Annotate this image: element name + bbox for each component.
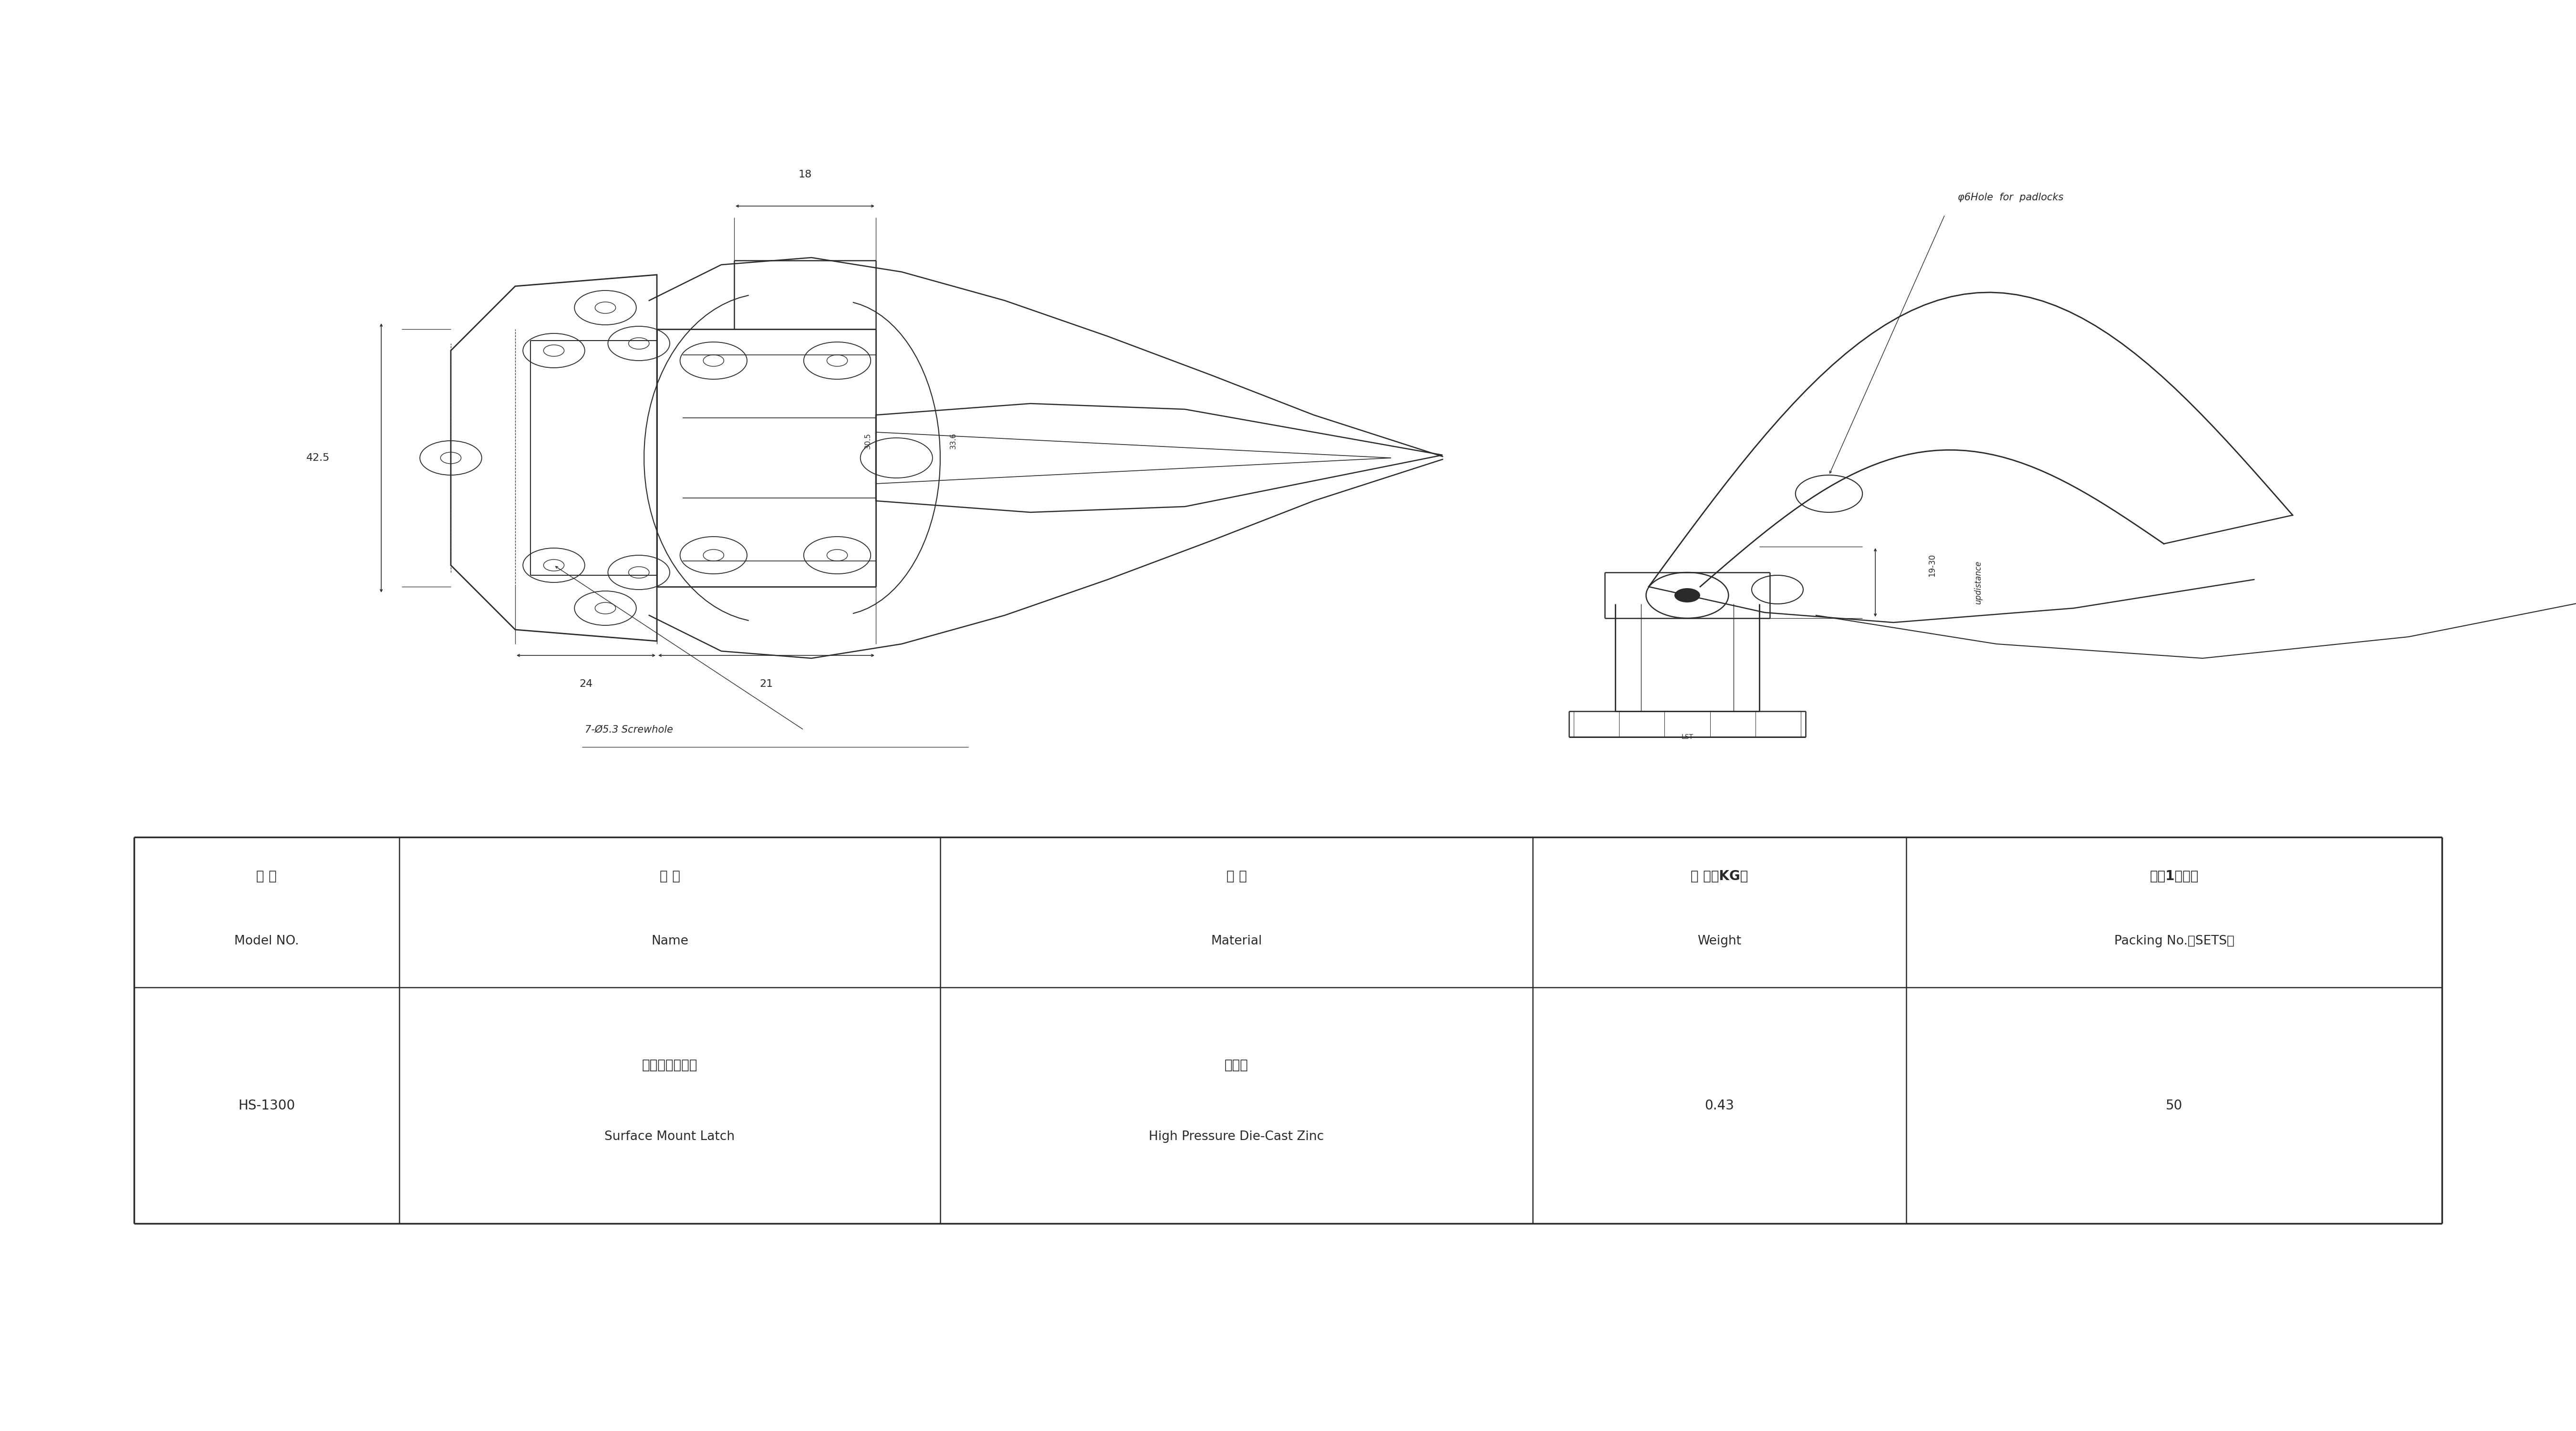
Text: Material: Material bbox=[1211, 934, 1262, 947]
Text: 50: 50 bbox=[2166, 1099, 2182, 1112]
Text: 33.6: 33.6 bbox=[951, 432, 956, 449]
Text: 编 号: 编 号 bbox=[258, 870, 276, 883]
Text: updistance: updistance bbox=[1973, 561, 1984, 604]
Text: Weight: Weight bbox=[1698, 934, 1741, 947]
Text: 19-30: 19-30 bbox=[1927, 554, 1937, 577]
Text: 21: 21 bbox=[760, 680, 773, 688]
Text: 材 料: 材 料 bbox=[1226, 870, 1247, 883]
Text: 30.5: 30.5 bbox=[866, 432, 871, 449]
Text: HS-1300: HS-1300 bbox=[237, 1099, 296, 1112]
Text: 装符1（套）: 装符1（套） bbox=[2151, 870, 2197, 883]
Text: 0.43: 0.43 bbox=[1705, 1099, 1734, 1112]
Text: LST: LST bbox=[1682, 734, 1692, 740]
Text: 42.5: 42.5 bbox=[307, 454, 330, 462]
Text: Model NO.: Model NO. bbox=[234, 934, 299, 947]
Text: Name: Name bbox=[652, 934, 688, 947]
Text: 名 称: 名 称 bbox=[659, 870, 680, 883]
Text: φ6Hole  for  padlocks: φ6Hole for padlocks bbox=[1958, 193, 2063, 202]
Text: High Pressure Die-Cast Zinc: High Pressure Die-Cast Zinc bbox=[1149, 1130, 1324, 1143]
Text: 24: 24 bbox=[580, 680, 592, 688]
Circle shape bbox=[1674, 588, 1700, 602]
Text: Surface Mount Latch: Surface Mount Latch bbox=[605, 1130, 734, 1143]
Text: 锤合金: 锤合金 bbox=[1224, 1059, 1249, 1072]
Text: 7-Ø5.3 Screwhole: 7-Ø5.3 Screwhole bbox=[585, 726, 672, 734]
Text: 冷冻库凸门把手: 冷冻库凸门把手 bbox=[641, 1059, 698, 1072]
Text: 重 量（KG）: 重 量（KG） bbox=[1690, 870, 1749, 883]
Text: 18: 18 bbox=[799, 170, 811, 179]
Text: Packing No.（SETS）: Packing No.（SETS） bbox=[2115, 934, 2233, 947]
